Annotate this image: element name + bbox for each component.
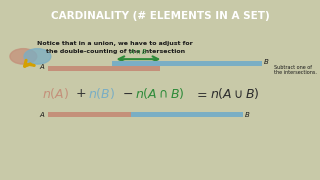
Bar xyxy=(112,61,262,66)
Text: A: A xyxy=(39,111,44,118)
Text: B: B xyxy=(264,59,269,66)
Text: $+$: $+$ xyxy=(75,87,86,100)
Bar xyxy=(48,112,160,117)
Text: $n(A \cup B)$: $n(A \cup B)$ xyxy=(210,86,259,101)
Circle shape xyxy=(10,49,37,64)
Text: the double-counting of the intersection: the double-counting of the intersection xyxy=(46,49,185,54)
Text: $A \cap B$: $A \cap B$ xyxy=(129,48,148,56)
Text: Subtract one of: Subtract one of xyxy=(274,65,312,70)
Text: $-$: $-$ xyxy=(122,87,133,100)
Bar xyxy=(131,112,243,117)
Text: the intersections.: the intersections. xyxy=(274,71,316,75)
Text: $n(A \cap B)$: $n(A \cap B)$ xyxy=(135,86,185,101)
Circle shape xyxy=(24,49,51,64)
Text: B: B xyxy=(245,111,250,118)
Text: Notice that in a union, we have to adjust for: Notice that in a union, we have to adjus… xyxy=(37,41,193,46)
Text: $=$: $=$ xyxy=(194,87,207,100)
Text: $n(A)$: $n(A)$ xyxy=(42,86,69,101)
Bar xyxy=(48,66,160,71)
Text: $n(B)$: $n(B)$ xyxy=(88,86,115,101)
Text: CARDINALITY (# ELEMENTS IN A SET): CARDINALITY (# ELEMENTS IN A SET) xyxy=(51,11,269,21)
Text: A: A xyxy=(39,64,44,70)
